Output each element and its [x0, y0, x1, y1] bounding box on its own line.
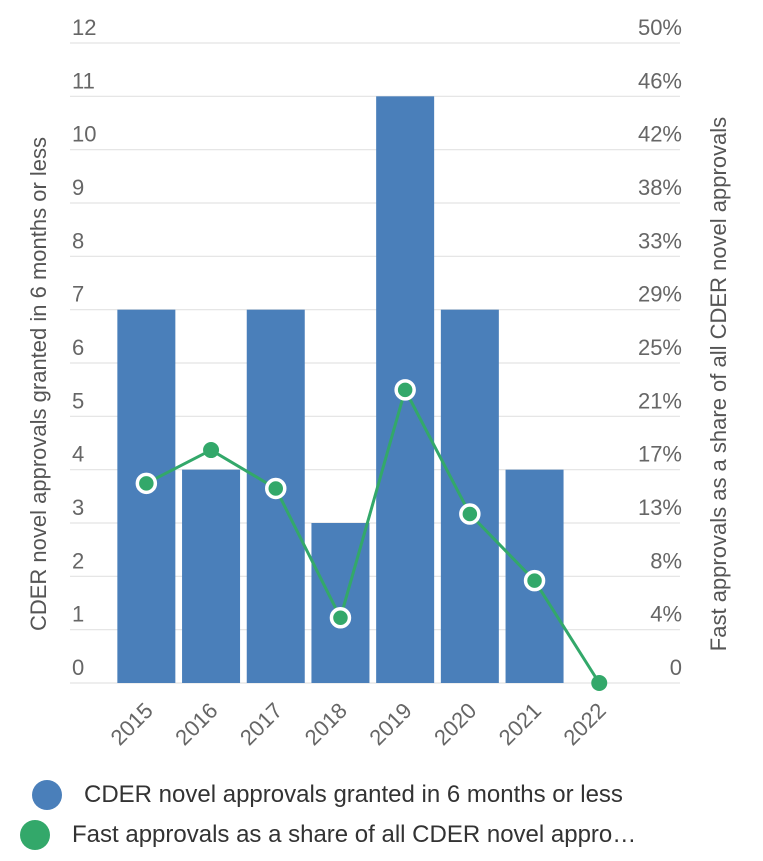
x-tick-label: 2016 [170, 698, 222, 750]
y2-tick-label: 4% [650, 602, 682, 627]
y2-tick-label: 42% [638, 122, 682, 147]
bar[interactable] [182, 469, 241, 683]
line-series [135, 379, 608, 691]
y2-tick-label: 50% [638, 15, 682, 40]
y2-tick-label: 8% [650, 548, 682, 573]
y-tick-label: 1 [72, 602, 84, 627]
x-tick-label: 2022 [558, 698, 610, 750]
y2-tick-label: 25% [638, 335, 682, 360]
legend-swatch-line [20, 820, 50, 850]
y-tick-label: 5 [72, 388, 84, 413]
y-tick-label: 3 [72, 495, 84, 520]
y-tick-label: 8 [72, 228, 84, 253]
series-line [145, 388, 601, 684]
y-tick-label: 9 [72, 175, 84, 200]
line-point[interactable] [329, 606, 352, 629]
x-axis-ticks: 2015 2016 2017 2018 2019 2020 2021 2022 [106, 698, 611, 750]
y2-tick-label: 21% [638, 388, 682, 413]
line-point[interactable] [394, 379, 416, 401]
bar[interactable] [440, 309, 499, 683]
bar-series [117, 96, 564, 684]
y2-tick-label: 33% [638, 228, 682, 253]
x-tick-label: 2017 [235, 698, 287, 750]
y-tick-label: 7 [72, 282, 84, 307]
y-tick-label: 6 [72, 335, 84, 360]
legend-item-bars[interactable]: CDER novel approvals granted in 6 months… [32, 780, 623, 810]
legend-item-line[interactable]: Fast approvals as a share of all CDER no… [20, 820, 636, 850]
y2-tick-label: 38% [638, 175, 682, 200]
y2-tick-label: 0 [670, 655, 682, 680]
y-tick-label: 10 [72, 122, 96, 147]
y-tick-label: 12 [72, 15, 96, 40]
line-point[interactable] [265, 477, 287, 500]
x-tick-label: 2018 [300, 698, 352, 750]
legend-swatch-bars [32, 780, 62, 810]
right-axis-title: Fast approvals as a share of all CDER no… [706, 117, 731, 651]
line-point[interactable] [523, 569, 546, 592]
y2-tick-label: 29% [638, 282, 682, 307]
line-point[interactable] [203, 442, 220, 459]
line-point[interactable] [135, 472, 158, 495]
legend-label-line: Fast approvals as a share of all CDER no… [72, 821, 637, 848]
y-tick-label: 4 [72, 442, 84, 467]
y2-tick-label: 13% [638, 495, 682, 520]
left-axis-title: CDER novel approvals granted in 6 months… [26, 137, 51, 631]
x-tick-label: 2019 [364, 698, 416, 750]
right-axis-ticks: 0 4% 8% 13% 17% 21% 25% 29% 33% 38% 42% 46% 50% [638, 15, 682, 680]
legend-label-bars: CDER novel approvals granted in 6 months… [84, 781, 623, 808]
x-tick-label: 2021 [494, 698, 546, 750]
y-tick-label: 2 [72, 548, 84, 573]
y2-tick-label: 46% [638, 68, 682, 93]
x-tick-label: 2015 [106, 698, 158, 750]
y-tick-label: 0 [72, 655, 84, 680]
y-tick-label: 11 [72, 68, 95, 93]
line-point[interactable] [459, 503, 481, 525]
bar[interactable] [117, 309, 176, 683]
y2-tick-label: 17% [638, 442, 682, 467]
line-point[interactable] [591, 675, 608, 691]
x-tick-label: 2020 [429, 698, 481, 750]
